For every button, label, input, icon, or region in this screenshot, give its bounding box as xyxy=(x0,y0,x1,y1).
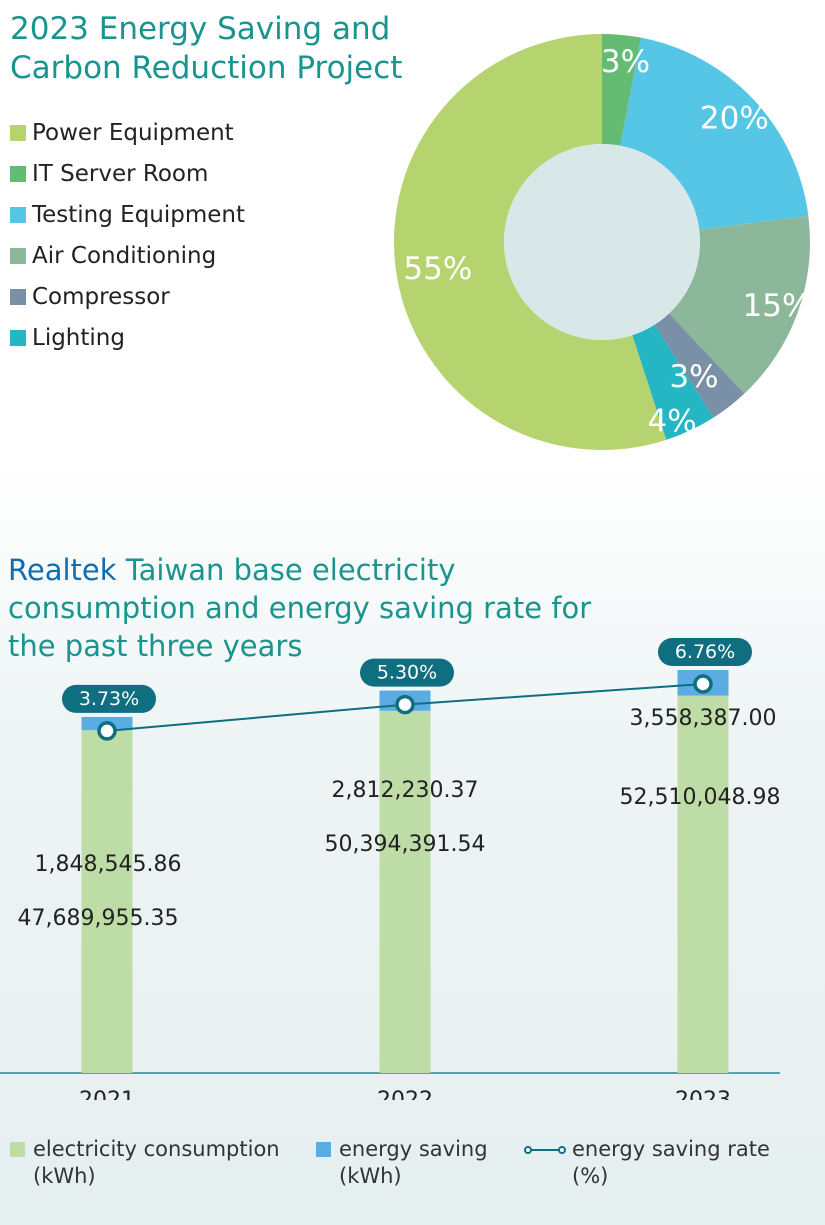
rate-label-2022: 5.30% xyxy=(377,662,437,684)
legend-label: Lighting xyxy=(32,324,125,351)
pie-label-air-conditioning: 15% xyxy=(743,288,812,324)
label-saving-2023: 3,558,387.00 xyxy=(630,706,777,731)
legend-label: Compressor xyxy=(32,283,170,310)
donut-center xyxy=(504,144,700,340)
label-consumption-2021: 47,689,955.35 xyxy=(18,906,179,931)
legend-label: electricity consumption xyxy=(33,1137,280,1161)
brand-name: Realtek xyxy=(8,553,117,587)
x-tick-2021: 2021 xyxy=(79,1088,135,1100)
legend-label: energy saving xyxy=(339,1137,488,1161)
pie-label-power-equipment: 55% xyxy=(403,251,472,287)
legend-item-compressor: Compressor xyxy=(10,276,245,317)
label-consumption-2022: 50,394,391.54 xyxy=(325,832,486,857)
pie-slice-it-server-room xyxy=(602,34,641,146)
pie-slice-compressor xyxy=(654,313,745,418)
x-tick-2022: 2022 xyxy=(377,1088,433,1100)
rate-point-2021 xyxy=(97,721,117,741)
legend-unit: (%) xyxy=(572,1164,609,1188)
legend-swatch xyxy=(10,247,26,264)
pie-slice-testing-equipment xyxy=(620,37,809,230)
label-consumption-2023: 52,510,048.98 xyxy=(620,785,781,810)
legend-item-air-conditioning: Air Conditioning xyxy=(10,235,245,276)
rate-label-2023: 6.76% xyxy=(675,641,735,663)
legend-swatch xyxy=(10,288,26,305)
rate-badge-2021 xyxy=(62,684,156,713)
bar-chart-title: Realtek Taiwan base electricity consumpt… xyxy=(8,551,628,665)
legend-item-testing-equipment: Testing Equipment xyxy=(10,194,245,235)
stacked-bar-chart: 47,689,955.35 1,848,545.86 2021 50,394,391.… xyxy=(0,638,781,1100)
rate-point-2022 xyxy=(395,694,415,715)
donut-chart: 3% 20% 15% 3% 4% 55% xyxy=(394,34,812,450)
bar-consumption-2021 xyxy=(81,730,133,1073)
legend-label: energy saving rate xyxy=(572,1137,770,1161)
legend-label: Air Conditioning xyxy=(32,242,217,269)
legend-swatch xyxy=(10,206,26,223)
legend-label: IT Server Room xyxy=(32,160,209,187)
legend-swatch xyxy=(10,1142,25,1157)
pie-label-it-server-room: 3% xyxy=(601,44,650,80)
rate-label-2021: 3.73% xyxy=(79,688,139,710)
title-text: Taiwan base electricity consumption and … xyxy=(8,553,592,663)
rate-point-2023 xyxy=(693,674,713,694)
pie-label-lighting: 4% xyxy=(648,403,697,439)
legend-item-it-server-room: IT Server Room xyxy=(10,153,245,194)
legend-swatch xyxy=(10,165,26,182)
legend-unit: (kWh) xyxy=(339,1164,402,1188)
label-saving-2022: 2,812,230.37 xyxy=(332,778,479,803)
legend-swatch xyxy=(10,329,26,346)
rate-badge-2023 xyxy=(658,638,752,666)
pie-label-testing-equipment: 20% xyxy=(700,101,769,137)
legend-swatch xyxy=(316,1142,331,1157)
bar-consumption-2023 xyxy=(677,695,729,1073)
pie-slice-air-conditioning xyxy=(669,215,810,394)
pie-slice-lighting xyxy=(632,324,714,440)
pie-slice-power-equipment xyxy=(394,34,667,450)
label-saving-2021: 1,848,545.86 xyxy=(35,852,182,877)
pie-legend: Power Equipment IT Server Room Testing E… xyxy=(10,112,245,358)
x-tick-2023: 2023 xyxy=(675,1088,731,1100)
legend-item-power-equipment: Power Equipment xyxy=(10,112,245,153)
legend-unit: (kWh) xyxy=(33,1164,96,1188)
legend-swatch xyxy=(10,124,26,141)
bar-consumption-2022 xyxy=(379,710,431,1073)
rate-badge-2022 xyxy=(360,658,454,687)
legend-label: Testing Equipment xyxy=(32,201,246,228)
legend-item-lighting: Lighting xyxy=(10,317,245,358)
pie-chart-title: 2023 Energy Saving and Carbon Reduction … xyxy=(10,11,403,86)
pie-label-compressor: 3% xyxy=(669,359,718,395)
line-marker-icon xyxy=(524,1146,566,1154)
legend-energy-saving-rate: energy saving rate (%) xyxy=(524,1136,770,1190)
legend-label: Power Equipment xyxy=(32,119,234,146)
legend-electricity-consumption: electricity consumption (kWh) xyxy=(10,1136,280,1190)
legend-energy-saving: energy saving (kWh) xyxy=(316,1136,488,1190)
